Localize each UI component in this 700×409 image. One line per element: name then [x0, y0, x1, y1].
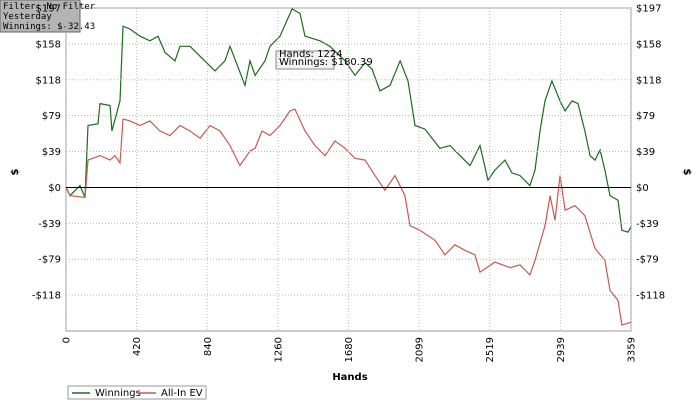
plot-area: [65, 7, 632, 332]
tooltip-line: Hands: 1224: [279, 49, 343, 60]
tooltip: Hands: 1224 Winnings: $180.39: [275, 49, 373, 70]
info-line: Yesterday: [3, 12, 52, 22]
y2-tick-label: $158: [636, 39, 661, 50]
info-line: Filter: No Filter: [3, 2, 96, 12]
y-tick-label: -$79: [38, 255, 61, 266]
tooltip-bg: [275, 50, 335, 70]
line: [65, 8, 632, 233]
info-line: Winnings: $-32.43: [3, 22, 95, 32]
y2-tick-label: -$39: [636, 219, 659, 230]
y2-tick-label: $39: [636, 147, 655, 158]
y-tick-label: $197: [36, 4, 61, 15]
x-tick-label: 1260: [273, 337, 284, 362]
info-box: Filter: No Filter Yesterday Winnings: $-…: [0, 0, 96, 33]
y-tick-label: $158: [36, 39, 61, 50]
y2-tick-label: -$79: [636, 255, 659, 266]
marks: [65, 8, 632, 326]
y2-tick-label: $0: [636, 183, 649, 194]
tooltip-line: Winnings: $180.39: [279, 57, 373, 68]
x-axis-label: Hands: [332, 372, 367, 383]
x-tick-label: 2099: [415, 337, 426, 362]
y2-tick-label: $197: [636, 4, 661, 15]
x-tick-label: 0: [62, 337, 73, 343]
info-box-bg: [0, 0, 81, 33]
y-tick-label: -$118: [32, 291, 61, 302]
y-tick-label: $79: [42, 111, 61, 122]
y-tick-label: -$39: [38, 219, 61, 230]
y-tick-label: $39: [42, 147, 61, 158]
y2-axis-label: $: [681, 169, 692, 176]
legend-box: [67, 385, 207, 400]
y2-tick-label: -$118: [636, 291, 665, 302]
x-tick-label: 1680: [344, 337, 355, 362]
line: [65, 108, 632, 326]
legend-label: Winnings: [95, 388, 141, 399]
x-tick-label: 2519: [485, 337, 496, 362]
y-tick-label: $0: [48, 183, 61, 194]
legend-label: All-In EV: [161, 388, 203, 399]
y2-tick-label: $79: [636, 111, 655, 122]
y2-tick-label: $118: [636, 75, 661, 86]
x-tick-label: 840: [203, 337, 214, 356]
y-axis-label: $: [10, 168, 21, 175]
x-tick-label: 3359: [627, 337, 638, 362]
y-tick-label: $118: [36, 75, 61, 86]
x-tick-label: 420: [132, 337, 143, 356]
x-tick-label: 2939: [556, 337, 567, 362]
